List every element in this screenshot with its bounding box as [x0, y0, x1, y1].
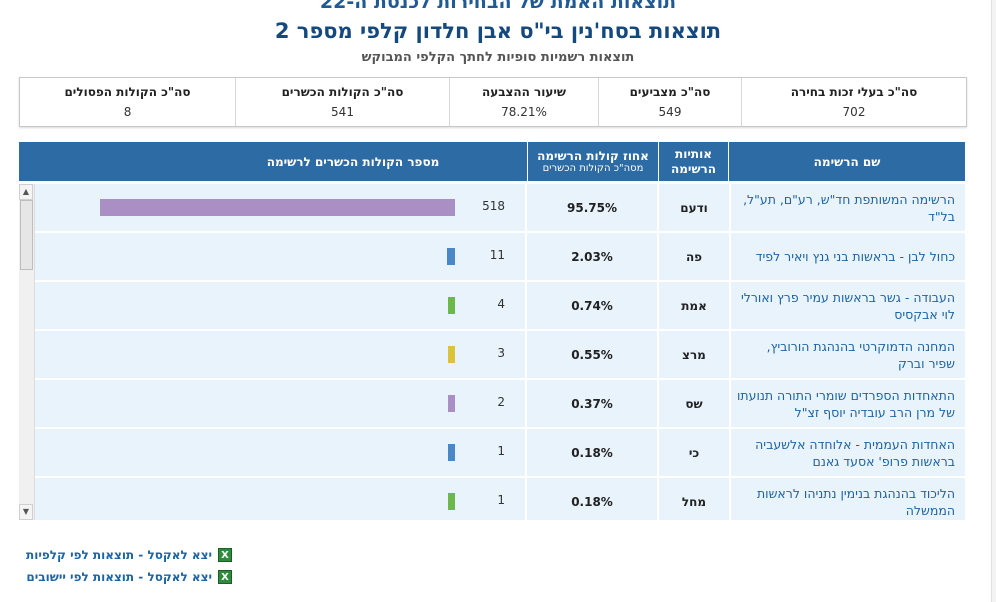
list-percent: 0.18%	[525, 429, 657, 476]
link-label[interactable]: יצא לאקסל - תוצאות לפי יישובים	[26, 570, 212, 584]
summary-turnout: שיעור ההצבעה 78.21%	[449, 78, 598, 126]
vote-count: 2	[497, 395, 505, 409]
list-name[interactable]: המחנה הדמוקרטי בהנהגת הורוביץ, שפיר וברק	[729, 331, 965, 378]
table-row: הרשימה המשותפת חד"ש, רע"ם, תע"ל, בל"ד ודע…	[35, 184, 965, 231]
results-table: שם הרשימה אותיות הרשימה אחוז קולות הרשימ…	[19, 142, 965, 520]
header-list-name: שם הרשימה	[728, 142, 965, 181]
list-percent: 0.74%	[525, 282, 657, 329]
list-letters: מחל	[657, 478, 729, 520]
summary-label: סה"כ הקולות הכשרים	[281, 85, 404, 99]
list-name[interactable]: האחדות העממית - אלוחדה אלשעביה בראשות פר…	[729, 429, 965, 476]
page-scrollbar[interactable]	[991, 0, 996, 602]
vote-bar	[447, 248, 455, 265]
page-subtitle: תוצאות רשמיות סופיות לחתך הקלפי המבוקש	[361, 50, 635, 65]
arrow-up-icon[interactable]: ▲	[19, 184, 33, 200]
summary-label: שיעור ההצבעה	[481, 85, 567, 99]
list-name[interactable]: הליכוד בהנהגת בנימין נתניהו לראשות הממשל…	[729, 478, 965, 520]
header-percent: אחוז קולות הרשימה מסה"כ הקולות הכשרים	[527, 142, 658, 181]
elections-title: תוצאות האמת של הבחירות לכנסת ה-22	[319, 0, 677, 13]
list-letters: ודעם	[657, 184, 729, 231]
table-row: כחול לבן - בראשות בני גנץ ויאיר לפיד פה 2.…	[35, 233, 965, 280]
vote-count: 1	[497, 493, 505, 507]
summary-value: 541	[331, 105, 354, 119]
export-excel-by-ballot-link[interactable]: X יצא לאקסל - תוצאות לפי קלפיות	[26, 544, 232, 566]
list-letters: אמת	[657, 282, 729, 329]
summary-value: 78.21%	[501, 105, 547, 119]
table-header: שם הרשימה אותיות הרשימה אחוז קולות הרשימ…	[19, 142, 965, 181]
summary-box: סה"כ בעלי זכות בחירה 702 סה"כ מצביעים 54…	[19, 77, 967, 127]
votes-cell: 518	[35, 184, 525, 231]
table-row: העבודה - גשר בראשות עמיר פרץ ואורלי לוי …	[35, 282, 965, 329]
votes-cell: 2	[35, 380, 525, 427]
summary-value: 8	[123, 105, 132, 119]
list-percent: 0.18%	[525, 478, 657, 520]
header-percent-sublabel: מסה"כ הקולות הכשרים	[542, 163, 644, 174]
export-excel-by-locality-link[interactable]: X יצא לאקסל - תוצאות לפי יישובים	[26, 566, 232, 588]
table-row: המחנה הדמוקרטי בהנהגת הורוביץ, שפיר וברק…	[35, 331, 965, 378]
summary-eligible: סה"כ בעלי זכות בחירה 702	[741, 78, 966, 126]
table-row: האחדות העממית - אלוחדה אלשעביה בראשות פר…	[35, 429, 965, 476]
vote-bar	[448, 444, 455, 461]
summary-invalid-votes: סה"כ הקולות הפסולים 8	[20, 78, 235, 126]
vote-bar	[448, 493, 455, 510]
header-votes: מספר הקולות הכשרים לרשימה	[266, 154, 440, 169]
link-label[interactable]: יצא לאקסל - תוצאות לפי קלפיות	[26, 548, 212, 562]
summary-valid-votes: סה"כ הקולות הכשרים 541	[235, 78, 449, 126]
export-links: X יצא לאקסל - תוצאות לפי קלפיות X יצא לא…	[26, 544, 232, 588]
votes-cell: 1	[35, 478, 525, 520]
list-percent: 0.55%	[525, 331, 657, 378]
list-name[interactable]: העבודה - גשר בראשות עמיר פרץ ואורלי לוי …	[729, 282, 965, 329]
summary-label: סה"כ בעלי זכות בחירה	[790, 85, 918, 99]
list-percent: 95.75%	[525, 184, 657, 231]
scrollbar-thumb[interactable]	[20, 200, 33, 270]
list-percent: 2.03%	[525, 233, 657, 280]
list-letters: כי	[657, 429, 729, 476]
list-letters: פה	[657, 233, 729, 280]
vote-count: 11	[489, 248, 505, 262]
votes-cell: 1	[35, 429, 525, 476]
list-name[interactable]: התאחדות הספרדים שומרי התורה תנועתו של מר…	[729, 380, 965, 427]
vote-bar	[448, 297, 455, 314]
vertical-scrollbar[interactable]: ▲ ▼	[19, 184, 35, 520]
results-list[interactable]: הרשימה המשותפת חד"ש, רע"ם, תע"ל, בל"ד ודע…	[19, 184, 965, 520]
vote-count: 518	[482, 199, 505, 213]
vote-count: 4	[497, 297, 505, 311]
votes-cell: 4	[35, 282, 525, 329]
summary-value: 549	[658, 105, 682, 119]
summary-label: סה"כ הקולות הפסולים	[64, 85, 191, 99]
summary-label: סה"כ מצביעים	[629, 85, 711, 99]
list-letters: מרצ	[657, 331, 729, 378]
list-percent: 0.37%	[525, 380, 657, 427]
table-row: הליכוד בהנהגת בנימין נתניהו לראשות הממשל…	[35, 478, 965, 520]
table-row: התאחדות הספרדים שומרי התורה תנועתו של מר…	[35, 380, 965, 427]
arrow-down-icon[interactable]: ▼	[19, 504, 33, 520]
header-percent-label: אחוז קולות הרשימה	[537, 149, 649, 163]
list-name[interactable]: הרשימה המשותפת חד"ש, רע"ם, תע"ל, בל"ד	[729, 184, 965, 231]
excel-file-icon: X	[218, 570, 232, 584]
header-letters: אותיות הרשימה	[658, 142, 728, 181]
list-letters: שס	[657, 380, 729, 427]
vote-count: 1	[497, 444, 505, 458]
votes-cell: 3	[35, 331, 525, 378]
excel-file-icon: X	[218, 548, 232, 562]
summary-value: 702	[842, 105, 866, 119]
list-name[interactable]: כחול לבן - בראשות בני גנץ ויאיר לפיד	[729, 233, 965, 280]
vote-bar	[100, 199, 455, 216]
votes-cell: 11	[35, 233, 525, 280]
vote-count: 3	[497, 346, 505, 360]
vote-bar	[448, 395, 455, 412]
vote-bar	[448, 346, 455, 363]
summary-voters: סה"כ מצביעים 549	[598, 78, 741, 126]
page-title: תוצאות בסח'נין בי"ס אבן חלדון קלפי מספר …	[274, 19, 722, 43]
